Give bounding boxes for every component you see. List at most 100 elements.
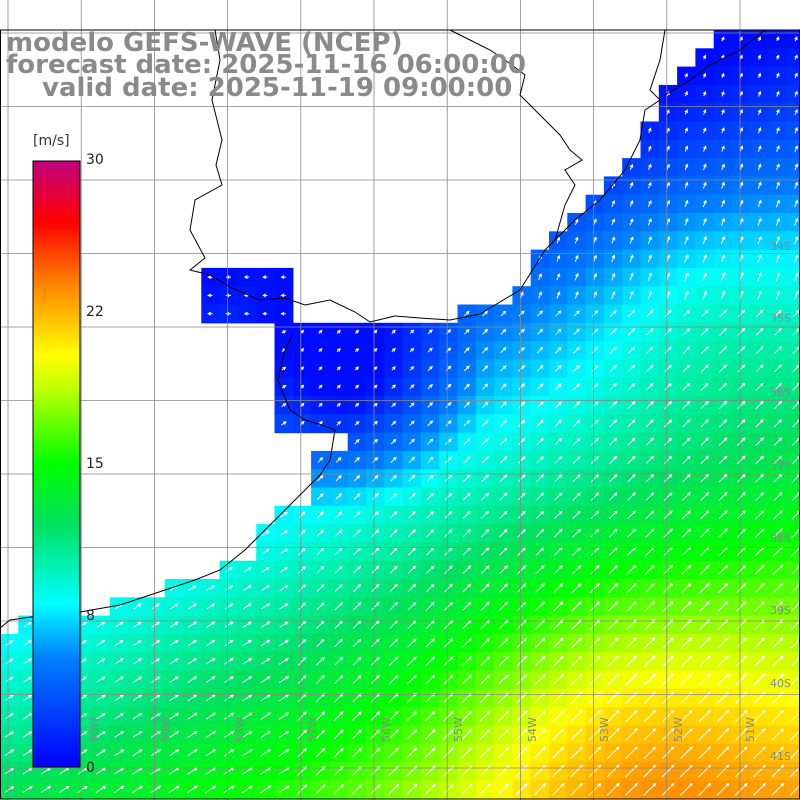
wind-arrow (647, 236, 652, 244)
wind-arrow (643, 728, 657, 741)
wind-arrow (680, 619, 692, 631)
wind-arrow (278, 694, 290, 702)
wind-arrow (682, 382, 691, 391)
wind-arrow (719, 346, 727, 354)
wind-cell (786, 707, 800, 726)
wind-arrow (351, 784, 363, 795)
wind-arrow (643, 673, 656, 686)
wind-arrow (243, 566, 252, 573)
wind-arrow (388, 674, 399, 685)
wind-arrow (627, 419, 636, 428)
colorbar-unit: [m/s] (33, 133, 70, 149)
wind-arrow (463, 438, 471, 446)
wind-arrow (572, 419, 581, 427)
wind-arrow (281, 421, 287, 426)
wind-arrow (626, 601, 637, 612)
wind-arrow (684, 181, 689, 189)
wind-arrow (370, 729, 381, 740)
wind-arrow (644, 619, 656, 630)
wind-arrow (571, 564, 582, 575)
wind-arrow (625, 728, 638, 741)
colorbar-tick: 15 (86, 456, 104, 472)
wind-arrow (755, 382, 764, 391)
wind-arrow (627, 364, 636, 373)
wind-arrow (279, 512, 288, 518)
wind-arrow (734, 782, 748, 796)
wind-arrow (96, 712, 106, 720)
wind-arrow (737, 346, 746, 355)
wind-arrow (607, 728, 620, 741)
wind-arrow (461, 674, 472, 685)
wind-arrow (150, 712, 161, 720)
wind-arrow (480, 565, 490, 575)
wind-cell (786, 304, 800, 324)
wind-arrow (497, 783, 510, 796)
wind-arrow (389, 529, 398, 537)
wind-arrow (737, 309, 746, 318)
wind-cell (786, 450, 800, 470)
wind-arrow (681, 564, 692, 575)
wind-arrow (151, 658, 161, 665)
wind-arrow (298, 565, 306, 574)
wind-arrow (698, 673, 711, 686)
wind-arrow (371, 601, 380, 611)
wind-arrow (278, 730, 290, 739)
wind-cell (786, 194, 800, 214)
wind-arrow (389, 565, 398, 574)
wind-arrow (700, 437, 709, 446)
wind-arrow (279, 530, 289, 537)
wind-arrow (794, 72, 798, 79)
wind-arrow (353, 511, 361, 519)
wind-arrow (735, 673, 748, 686)
wind-arrow (279, 584, 289, 592)
wind-arrow (207, 275, 213, 279)
wind-arrow (445, 456, 453, 464)
wind-arrow (354, 329, 360, 334)
wind-arrow (409, 384, 415, 390)
lon-label: 56W (380, 717, 393, 742)
wind-arrow (517, 456, 526, 464)
wind-arrow (699, 582, 710, 594)
wind-arrow (427, 402, 434, 408)
wind-arrow (536, 328, 544, 335)
wind-arrow (409, 329, 415, 335)
wind-arrow (461, 747, 473, 759)
wind-arrow (463, 347, 470, 353)
wind-arrow (390, 492, 398, 500)
wind-arrow (645, 382, 654, 391)
wind-arrow (23, 621, 32, 628)
wind-arrow (645, 401, 654, 409)
wind-arrow (772, 673, 784, 686)
wind-arrow (754, 510, 765, 520)
wind-arrow (169, 639, 179, 647)
wind-arrow (205, 749, 217, 757)
wind-arrow (684, 163, 689, 171)
wind-arrow (606, 782, 620, 796)
wind-arrow (482, 365, 489, 372)
wind-arrow (426, 510, 435, 519)
wind-arrow (463, 401, 471, 409)
wind-arrow (334, 638, 344, 648)
wind-arrow (643, 746, 657, 760)
wind-arrow (644, 655, 656, 667)
wind-arrow (426, 565, 435, 574)
wind-arrow (315, 729, 326, 740)
wind-arrow (645, 473, 655, 483)
wind-arrow (515, 728, 528, 741)
wind-arrow (480, 601, 490, 611)
wind-arrow (443, 728, 454, 740)
wind-arrow (150, 749, 162, 757)
wind-arrow (700, 510, 710, 520)
wind-arrow (372, 474, 379, 482)
wind-arrow (444, 474, 453, 482)
wind-arrow (114, 712, 125, 720)
wind-arrow (260, 676, 271, 684)
wind-arrow (794, 199, 799, 208)
wind-cell (786, 688, 800, 708)
wind-arrow (371, 529, 380, 537)
wind-arrow (735, 728, 748, 741)
wind-arrow (187, 621, 197, 628)
wind-arrow (479, 710, 491, 722)
wind-arrow (702, 272, 707, 282)
wind-arrow (611, 218, 616, 226)
